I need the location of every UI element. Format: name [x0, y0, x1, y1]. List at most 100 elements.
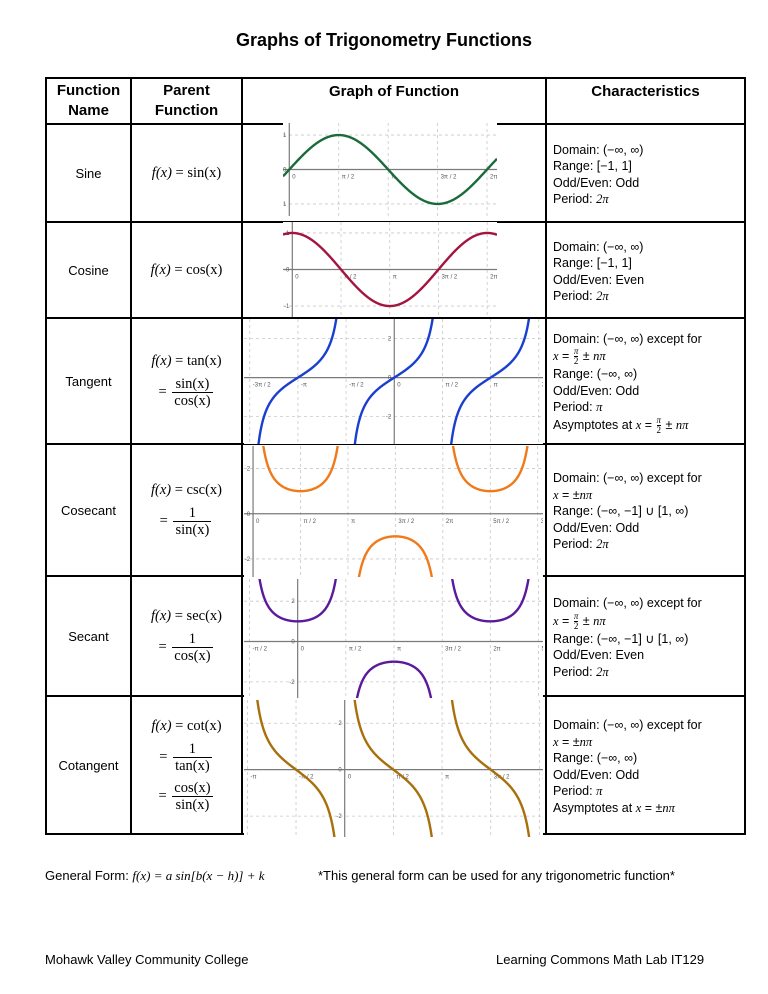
parent-equation: f(x) = cot(x) — [151, 717, 222, 734]
svg-text:0: 0 — [283, 168, 287, 174]
page-title: Graphs of Trigonometry Functions — [235, 30, 532, 50]
svg-text:π / 2: π / 2 — [344, 275, 357, 281]
svg-text:-2: -2 — [245, 557, 251, 563]
svg-text:3π / 2: 3π / 2 — [542, 383, 543, 389]
characteristic-line: Domain: (−∞, ∞) except for — [553, 596, 702, 610]
parent-equation: f(x) = sec(x) — [151, 608, 222, 624]
characteristic-line: Range: [−1, 1] — [553, 159, 632, 173]
characteristic-line: Odd/Even: Even — [553, 272, 645, 287]
svg-text:3π / 2: 3π / 2 — [445, 647, 461, 653]
parent-identity: = cos(x) sin(x) — [158, 779, 213, 813]
svg-text:2: 2 — [388, 337, 392, 343]
characteristic-line: Range: (−∞, ∞) — [553, 751, 638, 765]
characteristic-line: Range: (−∞, −1] ∪ [1, ∞) — [553, 631, 689, 646]
parent-identity: = 1 cos(x) — [158, 631, 213, 664]
svg-text:π: π — [494, 383, 498, 389]
function-name: Tangent — [45, 317, 132, 445]
parent-function: f(x) = sin(x) — [130, 123, 243, 223]
footer-lab: Learning Commons Math Lab IT129 — [496, 952, 705, 967]
svg-text:-2: -2 — [386, 415, 392, 421]
svg-text:π: π — [445, 775, 449, 781]
characteristic-line: Range: (−∞, −1] ∪ [1, ∞) — [553, 504, 689, 519]
svg-text:3π / 2: 3π / 2 — [398, 519, 414, 525]
svg-text:2π: 2π — [542, 775, 543, 781]
table-header-row: Function Name Parent Function Graph of Fun… — [45, 77, 746, 125]
parent-identity: = sin(x) cos(x) — [158, 376, 213, 409]
svg-text:2π: 2π — [446, 519, 453, 525]
graph-sec: -π / 2 0 π / 2 π 3π / 2 2π 5π / 2 2 0 -2 — [244, 579, 543, 698]
function-name: Sine — [45, 123, 132, 223]
svg-text:π: π — [391, 175, 395, 181]
svg-text:3π / 2: 3π / 2 — [441, 275, 457, 281]
parent-equation: f(x) = sin(x) — [151, 164, 222, 181]
svg-text:-π / 2: -π / 2 — [252, 647, 267, 653]
svg-text:π: π — [351, 519, 355, 525]
characteristic-line: Range: [−1, 1] — [553, 256, 632, 270]
header-graph: Graph of Function — [241, 77, 547, 125]
characteristics: Domain: (−∞, ∞) except for x = ±nπ Range: … — [545, 695, 746, 835]
svg-text:-1: -1 — [284, 304, 290, 310]
svg-text:-π: -π — [250, 775, 256, 781]
svg-text:-1: -1 — [283, 202, 287, 208]
parent-function: f(x) = tan(x) = sin(x) cos(x) — [130, 317, 243, 445]
svg-text:2π: 2π — [493, 647, 500, 653]
parent-function: f(x) = cos(x) — [130, 221, 243, 319]
svg-text:0: 0 — [291, 640, 295, 646]
parent-equation: f(x) = csc(x) — [151, 482, 222, 498]
parent-equation: f(x) = cos(x) — [150, 261, 223, 278]
characteristics: Domain: (−∞, ∞) Range: [−1, 1] Odd/Even: E… — [545, 221, 746, 319]
characteristic-line: Domain: (−∞, ∞) except for — [553, 718, 702, 732]
svg-text:2: 2 — [338, 721, 342, 727]
parent-function: f(x) = cot(x) = 1 tan(x) = cos(x) sin(x) — [130, 695, 243, 835]
svg-text:0: 0 — [256, 519, 260, 525]
characteristics: Domain: (−∞, ∞) Range: [−1, 1] Odd/Even: O… — [545, 123, 746, 223]
svg-text:2: 2 — [247, 467, 251, 473]
svg-text:-π: -π — [301, 383, 307, 389]
general-form: General Form: f(x) = a sin[b(x − h)] + k — [45, 868, 265, 883]
characteristic-line: Domain: (−∞, ∞) except for — [553, 331, 702, 346]
svg-text:0: 0 — [348, 775, 352, 781]
svg-text:0: 0 — [397, 383, 401, 389]
characteristic-line: Domain: (−∞, ∞) — [553, 239, 644, 254]
svg-text:2π: 2π — [490, 275, 497, 281]
characteristic-line: Domain: (−∞, ∞) — [553, 142, 644, 157]
svg-text:π: π — [397, 647, 401, 653]
function-name: Cosecant — [45, 443, 132, 577]
svg-text:0: 0 — [286, 268, 290, 274]
general-form-formula: f(x) = a sin[b(x − h)] + k — [132, 868, 265, 883]
function-name: Secant — [45, 575, 132, 697]
svg-text:π / 2: π / 2 — [445, 383, 458, 389]
svg-text:2π: 2π — [490, 175, 497, 181]
svg-text:0: 0 — [388, 376, 392, 382]
characteristic-line: Odd/Even: Odd — [553, 767, 640, 782]
characteristic-line: Domain: (−∞, ∞) except for — [553, 471, 702, 486]
svg-text:0: 0 — [292, 175, 296, 181]
svg-text:-2: -2 — [336, 814, 342, 820]
characteristics: Domain: (−∞, ∞) except for x = ±nπ Range: … — [545, 443, 746, 577]
characteristic-line: Period: π — [553, 400, 603, 414]
characteristic-line: x = ±nπ — [553, 487, 593, 502]
svg-text:3π / 2: 3π / 2 — [441, 175, 457, 181]
svg-text:π / 2: π / 2 — [349, 647, 362, 653]
svg-text:0: 0 — [247, 512, 251, 518]
graph-sin: 0 π / 2 π 3π / 2 2π 1 0 -1 — [283, 123, 497, 216]
svg-text:3π: 3π — [541, 519, 543, 525]
general-form-note: *This general form can be used for any t… — [318, 868, 675, 883]
characteristic-line: Asymptotes at x = ±nπ — [553, 800, 675, 815]
characteristic-line: Period: 2π — [553, 289, 609, 303]
svg-text:0: 0 — [295, 275, 299, 281]
svg-text:0: 0 — [338, 768, 342, 774]
characteristic-line: x = ±nπ — [553, 734, 593, 749]
footer-college: Mohawk Valley Community College — [45, 952, 249, 967]
svg-text:π: π — [393, 275, 397, 281]
header-parent-function: Parent Function — [130, 77, 243, 125]
header-function-name: Function Name — [45, 77, 132, 125]
header-characteristics: Characteristics — [545, 77, 746, 125]
svg-text:5π / 2: 5π / 2 — [493, 519, 509, 525]
